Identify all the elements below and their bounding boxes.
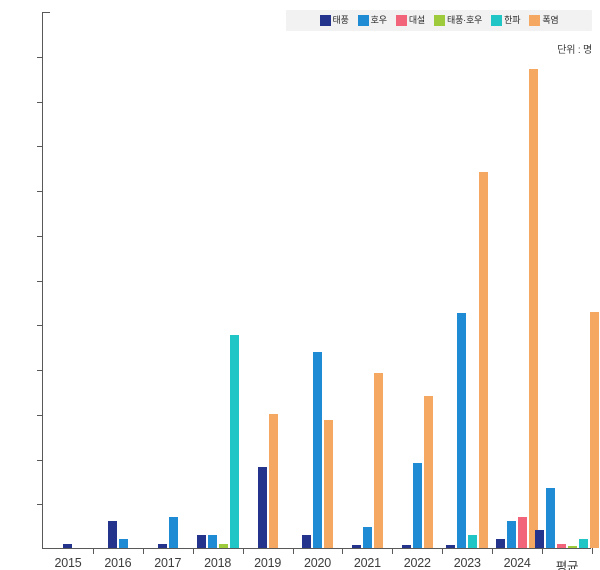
y-axis-tick <box>37 101 43 103</box>
bar-2017-태풍[interactable] <box>157 543 167 548</box>
x-axis-label-2024: 2024 <box>503 556 531 570</box>
y-axis-tick <box>37 235 43 237</box>
bar-2018-호우[interactable] <box>207 534 217 548</box>
x-axis-tick <box>192 548 194 554</box>
y-axis-tick <box>37 146 43 148</box>
bar-2021-폭염[interactable] <box>373 373 383 548</box>
x-axis-label-2020: 2020 <box>303 556 331 570</box>
bar-2018-한파[interactable] <box>229 335 239 548</box>
x-axis-tick <box>342 548 344 554</box>
bar-2022-호우[interactable] <box>412 462 422 548</box>
bar-2020-폭염[interactable] <box>324 420 333 548</box>
bar-2023-호우[interactable] <box>457 313 467 548</box>
legend-swatch-icon <box>491 15 503 26</box>
bar-2021-호우[interactable] <box>362 526 372 548</box>
bar-2020-호우[interactable] <box>313 352 322 548</box>
y-axis-tick <box>37 459 43 461</box>
bar-2024-폭염[interactable] <box>529 69 539 548</box>
legend-entry-대설[interactable]: 대설 <box>395 15 426 26</box>
x-axis-label-2019: 2019 <box>254 556 282 570</box>
chart-legend: 태풍 호우 대설 태풍·호우 한파 폭염 <box>286 10 592 31</box>
legend-label: 폭염 <box>542 15 559 25</box>
x-axis-label-2021: 2021 <box>353 556 381 570</box>
y-axis-tick <box>37 504 43 506</box>
x-axis-label-2022: 2022 <box>403 556 431 570</box>
legend-entry-폭염[interactable]: 폭염 <box>529 15 559 26</box>
bar-2021-태풍[interactable] <box>351 545 361 548</box>
legend-label: 호우 <box>370 15 387 25</box>
x-axis-label-2016: 2016 <box>104 556 132 570</box>
y-axis-tick <box>37 280 43 282</box>
y-axis-tick <box>37 370 43 371</box>
legend-swatch-icon <box>434 15 446 26</box>
x-axis-tick <box>392 548 394 554</box>
x-axis-tick <box>592 548 593 554</box>
x-axis-label-2015: 2015 <box>54 556 82 570</box>
y-axis-tick <box>37 325 43 327</box>
bar-평균-태풍[interactable] <box>535 530 545 548</box>
y-axis-tick <box>37 56 43 58</box>
x-axis-tick <box>142 548 144 554</box>
x-axis-tick <box>542 548 544 554</box>
bar-2024-태풍[interactable] <box>496 539 506 548</box>
legend-label: 태풍·호우 <box>447 15 483 25</box>
y-axis-tick <box>37 414 43 416</box>
legend-label: 한파 <box>504 15 521 25</box>
legend-swatch-icon <box>357 15 369 26</box>
x-axis-tick <box>242 548 244 554</box>
x-axis-tick <box>492 548 494 554</box>
x-axis-tick <box>292 548 294 554</box>
bar-2018-태풍·호우[interactable] <box>218 543 228 548</box>
bar-2022-폭염[interactable] <box>423 395 433 548</box>
plot-area: 0102030405060708090100110120201520162017… <box>37 12 600 570</box>
bar-2023-폭염[interactable] <box>479 172 489 548</box>
x-axis-tick <box>442 548 444 554</box>
bar-평균-호우[interactable] <box>546 488 556 548</box>
bar-2015-태풍[interactable] <box>63 543 73 548</box>
unit-note: 단위 : 명 <box>557 45 592 56</box>
bar-2016-태풍[interactable] <box>107 521 117 548</box>
bar-2016-호우[interactable] <box>118 539 128 548</box>
y-axis-tick <box>43 12 50 13</box>
x-axis-label-2018: 2018 <box>204 556 232 570</box>
legend-swatch-icon <box>395 15 407 26</box>
bar-2018-태풍[interactable] <box>196 534 206 548</box>
x-axis-label-평균: 평균 <box>555 560 579 570</box>
bar-2019-폭염[interactable] <box>268 413 278 548</box>
legend-label: 태풍 <box>332 15 349 25</box>
y-axis-tick <box>37 191 43 192</box>
bar-평균-태풍·호우[interactable] <box>568 545 578 548</box>
legend-swatch-icon <box>529 15 541 26</box>
legend-entry-태풍[interactable]: 태풍 <box>319 15 349 26</box>
x-axis-tick <box>92 548 94 554</box>
bar-2023-태풍[interactable] <box>446 545 456 548</box>
x-axis-label-2017: 2017 <box>154 556 182 570</box>
bar-2023-한파[interactable] <box>468 534 478 548</box>
legend-entry-한파[interactable]: 한파 <box>491 15 521 26</box>
bar-2022-태풍[interactable] <box>401 545 411 548</box>
bar-2017-호우[interactable] <box>168 516 178 548</box>
bar-평균-대설[interactable] <box>557 543 567 548</box>
bar-2024-대설[interactable] <box>518 516 528 548</box>
bar-2020-태풍[interactable] <box>302 534 311 548</box>
bar-2019-태풍[interactable] <box>257 467 267 548</box>
legend-swatch-icon <box>319 15 331 26</box>
plot-inner: 0102030405060708090100110120201520162017… <box>37 12 600 570</box>
bar-2024-호우[interactable] <box>507 521 517 548</box>
bar-평균-한파[interactable] <box>579 539 589 548</box>
bar-평균-폭염[interactable] <box>590 311 600 548</box>
legend-entry-호우[interactable]: 호우 <box>357 15 387 26</box>
x-axis-label-2023: 2023 <box>453 556 481 570</box>
legend-entry-태풍·호우[interactable]: 태풍·호우 <box>434 15 482 26</box>
legend-label: 대설 <box>408 15 426 25</box>
